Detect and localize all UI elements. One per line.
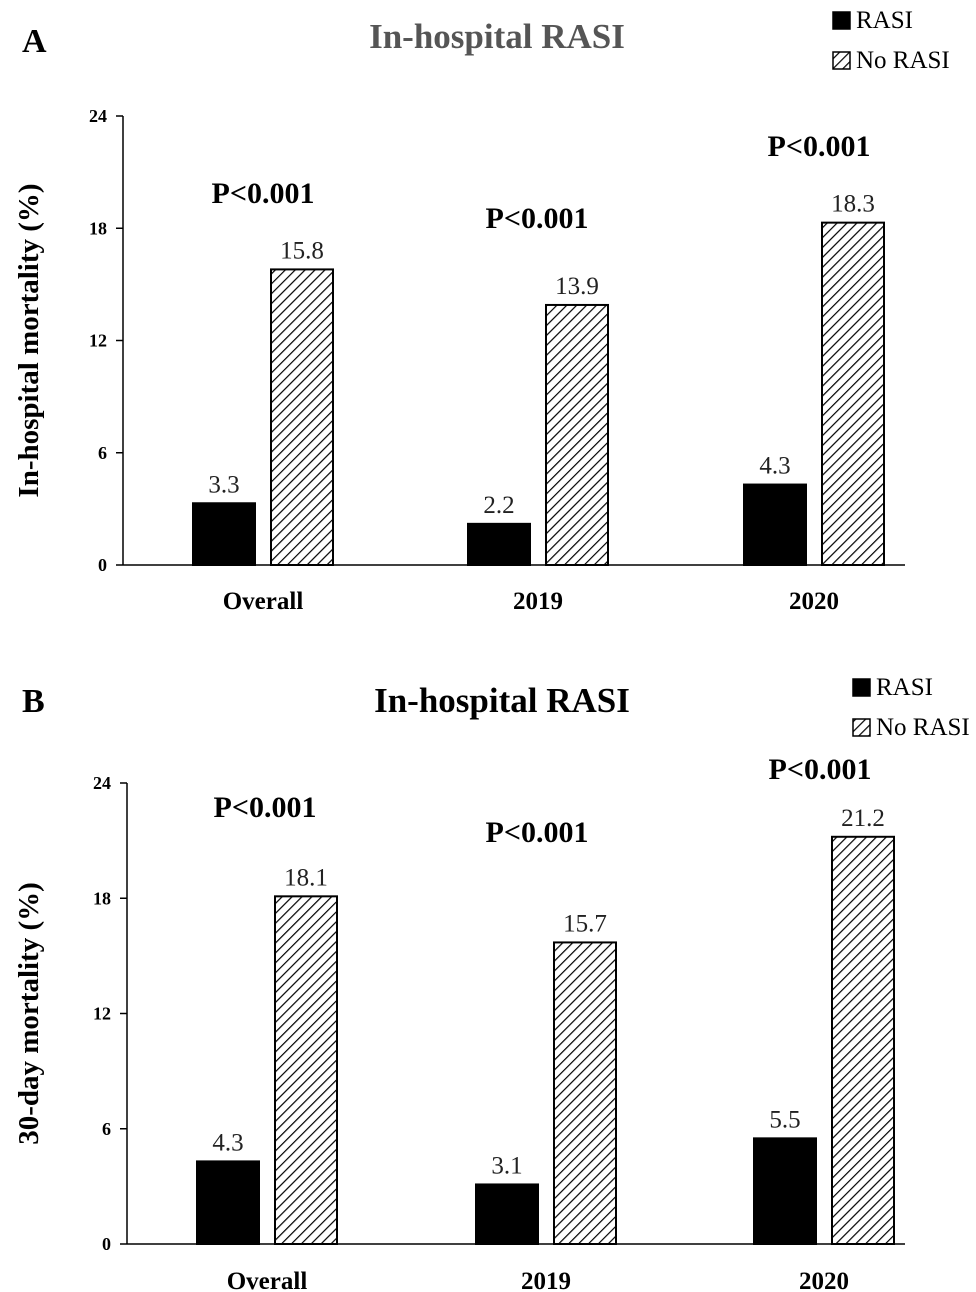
x-tick-label: 2019 [513, 588, 563, 615]
legend-swatch-no-rasi [832, 51, 851, 70]
data-label: 2.2 [483, 492, 514, 519]
data-label: 21.2 [841, 805, 885, 832]
bar-no-rasi [274, 895, 338, 1245]
bar-no-rasi [553, 941, 617, 1245]
y-tick-label: 24 [93, 773, 111, 793]
legend-label-rasi: RASI [876, 674, 933, 701]
data-label: 18.1 [284, 864, 328, 891]
data-label: 4.3 [212, 1129, 243, 1156]
bar-rasi [743, 483, 807, 566]
p-value-annotation: P<0.001 [486, 202, 589, 235]
legend-label-no-rasi: No RASI [856, 47, 950, 74]
panel-b-chart: B In-hospital RASI RASI No RASI 30-day morta… [13, 674, 970, 1292]
x-tick-label: 2019 [521, 1268, 571, 1292]
bar-no-rasi [821, 221, 885, 566]
x-tick-label: Overall [227, 1268, 308, 1292]
p-value-annotation: P<0.001 [768, 130, 871, 163]
bar-no-rasi [831, 835, 895, 1245]
bar-rasi [475, 1183, 539, 1246]
x-tick-label: 2020 [799, 1268, 849, 1292]
data-label: 13.9 [555, 273, 599, 300]
p-value-annotation: P<0.001 [212, 177, 315, 210]
p-value-annotation: P<0.001 [486, 816, 589, 849]
data-label: 3.3 [208, 471, 239, 498]
y-axis-label: In-hospital mortality (%) [13, 183, 45, 497]
y-tick-label: 18 [93, 888, 111, 908]
bar-no-rasi [545, 303, 609, 566]
y-tick-label: 18 [89, 218, 107, 238]
panel-label: A [22, 23, 47, 60]
bar-rasi [467, 522, 531, 567]
data-label: 5.5 [769, 1106, 800, 1133]
p-value-annotation: P<0.001 [769, 753, 872, 786]
y-tick-label: 6 [102, 1119, 111, 1139]
legend-swatch-rasi [832, 11, 851, 30]
bar-rasi [196, 1160, 260, 1246]
bar-no-rasi [270, 268, 334, 566]
legend-swatch-rasi [852, 678, 871, 697]
y-tick-label: 0 [102, 1234, 111, 1254]
chart-title: In-hospital RASI [374, 681, 630, 720]
panel-a-chart: A In-hospital RASI RASI No RASI In-hospital … [13, 7, 950, 615]
data-label: 3.1 [491, 1152, 522, 1179]
y-tick-label: 24 [89, 106, 107, 126]
data-label: 15.8 [280, 237, 324, 264]
data-label: 15.7 [563, 910, 607, 937]
y-tick-label: 0 [98, 555, 107, 575]
y-tick-label: 6 [98, 443, 107, 463]
p-value-annotation: P<0.001 [214, 791, 317, 824]
legend-label-rasi: RASI [856, 7, 913, 34]
y-tick-label: 12 [89, 331, 107, 351]
panel-label: B [22, 683, 45, 720]
data-label: 18.3 [831, 191, 875, 218]
x-tick-label: Overall [223, 588, 304, 615]
x-tick-label: 2020 [789, 588, 839, 615]
legend-swatch-no-rasi [852, 718, 871, 737]
chart-title: In-hospital RASI [369, 17, 625, 56]
bar-rasi [753, 1137, 817, 1245]
bar-rasi [192, 502, 256, 567]
data-label: 4.3 [759, 453, 790, 480]
legend-label-no-rasi: No RASI [876, 714, 970, 741]
y-axis-label: 30-day mortality (%) [13, 882, 45, 1145]
y-tick-label: 12 [93, 1004, 111, 1024]
